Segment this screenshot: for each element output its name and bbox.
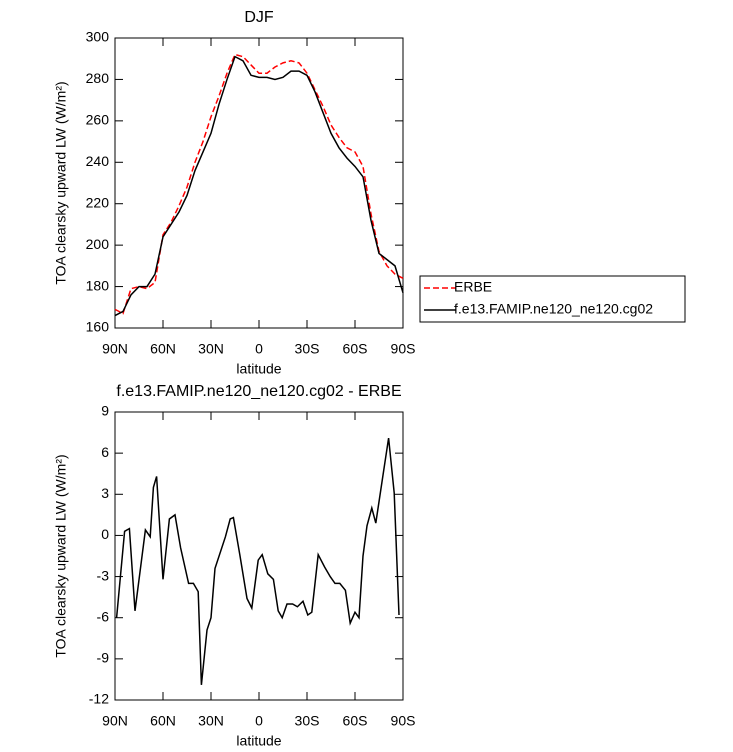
- y-tick-label: 180: [86, 277, 110, 293]
- y-tick-label: 300: [86, 29, 110, 45]
- y-tick-label: -9: [97, 650, 110, 666]
- x-tick-label: 60N: [150, 341, 176, 357]
- x-tick-label: 0: [255, 713, 263, 729]
- legend-box: [419, 275, 686, 323]
- legend-label: ERBE: [454, 279, 492, 295]
- x-tick-label: 30S: [295, 713, 320, 729]
- legend-label: f.e13.FAMIP.ne120_ne120.cg02: [454, 301, 653, 317]
- y-tick-label: 9: [101, 403, 109, 419]
- x-tick-label: 90N: [102, 713, 128, 729]
- x-tick-label: 90N: [102, 341, 128, 357]
- data-line: [114, 53, 404, 315]
- y-tick-label: 0: [101, 526, 109, 542]
- chart: f.e13.FAMIP.ne120_ne120.cg02 - ERBE latit…: [53, 383, 416, 748]
- x-tick-label: 60S: [343, 341, 368, 357]
- x-tick-label: 90S: [391, 341, 416, 357]
- y-tick-label: 220: [86, 194, 110, 210]
- data-line: [114, 55, 404, 317]
- y-tick-label: 280: [86, 70, 110, 86]
- y-axis-label: TOA clearsky upward LW (W/m²): [53, 81, 69, 284]
- x-tick-label: 60N: [150, 713, 176, 729]
- x-tick-label: 90S: [391, 713, 416, 729]
- plot-frame: [114, 411, 404, 701]
- y-tick-label: -3: [97, 567, 110, 583]
- y-tick-label: 160: [86, 319, 110, 335]
- y-tick-label: 260: [86, 112, 110, 128]
- x-tick-label: 30N: [198, 713, 224, 729]
- x-tick-label: 30S: [295, 341, 320, 357]
- legend: ERBE f.e13.FAMIP.ne120_ne120.cg02: [419, 275, 686, 323]
- chart: DJF latitude TOA clearsky upward LW (W/m²)…: [53, 9, 686, 377]
- x-axis-label: latitude: [236, 733, 281, 749]
- x-tick-label: 30N: [198, 341, 224, 357]
- chart-title: DJF: [244, 9, 274, 26]
- y-axis-label: TOA clearsky upward LW (W/m²): [53, 454, 69, 657]
- y-tick-label: 240: [86, 153, 110, 169]
- data-line: [115, 437, 400, 685]
- y-tick-label: -12: [89, 691, 109, 707]
- y-tick-label: -6: [97, 608, 110, 624]
- y-tick-label: 6: [101, 444, 109, 460]
- chart-title: f.e13.FAMIP.ne120_ne120.cg02 - ERBE: [116, 383, 401, 400]
- plot-frame: [114, 37, 404, 329]
- x-axis-label: latitude: [236, 361, 281, 377]
- x-tick-label: 60S: [343, 713, 368, 729]
- y-tick-label: 3: [101, 485, 109, 501]
- x-tick-label: 0: [255, 341, 263, 357]
- y-tick-label: 200: [86, 236, 110, 252]
